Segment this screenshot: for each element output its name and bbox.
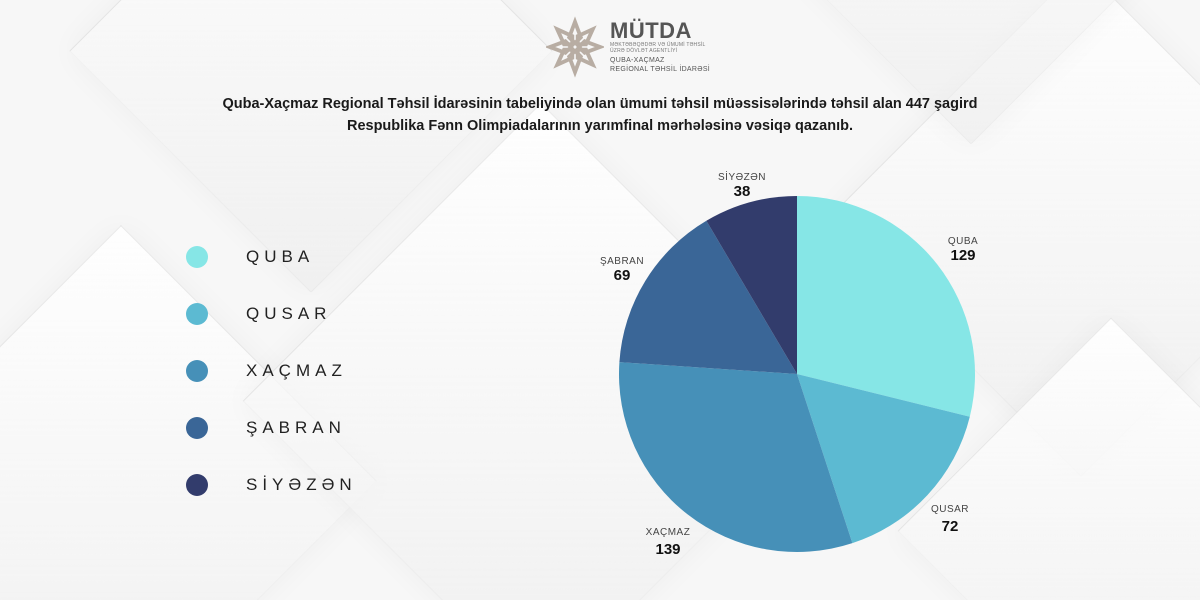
legend-swatch — [186, 245, 208, 268]
legend-item-qusar: QUSAR — [186, 285, 357, 342]
legend-swatch — [186, 416, 208, 439]
logo-brand: MÜTDA — [610, 18, 692, 43]
logo-subtitle-2: ÜZRƏ DÖVLƏT AGENTLİYİ — [610, 48, 678, 54]
logo: MÜTDA MƏKTƏBƏQƏDƏR VƏ ÜMUMİ TƏHSİL ÜZRƏ … — [546, 16, 710, 78]
pie-slice-xaçmaz — [618, 362, 853, 552]
legend-item-xacmaz: XAÇMAZ — [186, 342, 357, 399]
pie-slice-quba — [797, 196, 975, 417]
legend-item-quba: QUBA — [186, 228, 357, 285]
legend-label: XAÇMAZ — [246, 360, 347, 380]
pie-label-qusar: QUSAR 72 — [930, 504, 970, 535]
headline-line-1: Quba-Xaçmaz Regional Təhsil İdarəsinin t… — [222, 96, 978, 112]
chart-legend: QUBA QUSAR XAÇMAZ ŞABRAN SİYƏZƏN — [186, 228, 357, 513]
legend-swatch — [186, 473, 208, 496]
pie-label-siyezen: SİYƏZƏN 38 — [718, 172, 766, 200]
legend-label: QUSAR — [246, 303, 332, 323]
pie-slice-şabran — [619, 220, 797, 374]
legend-label: QUBA — [246, 246, 315, 266]
logo-subtitle-1: MƏKTƏBƏQƏDƏR VƏ ÜMUMİ TƏHSİL — [610, 42, 706, 48]
legend-label: SİYƏZƏN — [246, 474, 357, 494]
logo-region-1: QUBA-XAÇMAZ — [610, 57, 665, 64]
logo-region-2: REGİONAL TƏHSİL İDARƏSİ — [610, 66, 711, 73]
legend-label: ŞABRAN — [246, 417, 346, 437]
headline-line-2: Respublika Fənn Olimpiadalarının yarımfi… — [346, 118, 854, 134]
pie-label-xacmaz: XAÇMAZ 139 — [645, 527, 691, 558]
legend-item-siyezen: SİYƏZƏN — [186, 456, 357, 513]
emblem-icon — [546, 16, 604, 78]
pie-label-quba: QUBA 129 — [947, 236, 979, 264]
pie-slice-qusar — [797, 374, 970, 544]
pie-label-sabran: ŞABRAN 69 — [599, 256, 645, 284]
legend-swatch — [186, 359, 208, 382]
legend-swatch — [186, 302, 208, 325]
legend-item-sabran: ŞABRAN — [186, 399, 357, 456]
headline: Quba-Xaçmaz Regional Təhsil İdarəsinin t… — [150, 93, 1050, 137]
pie-slice-si̇yəzən — [706, 196, 797, 374]
